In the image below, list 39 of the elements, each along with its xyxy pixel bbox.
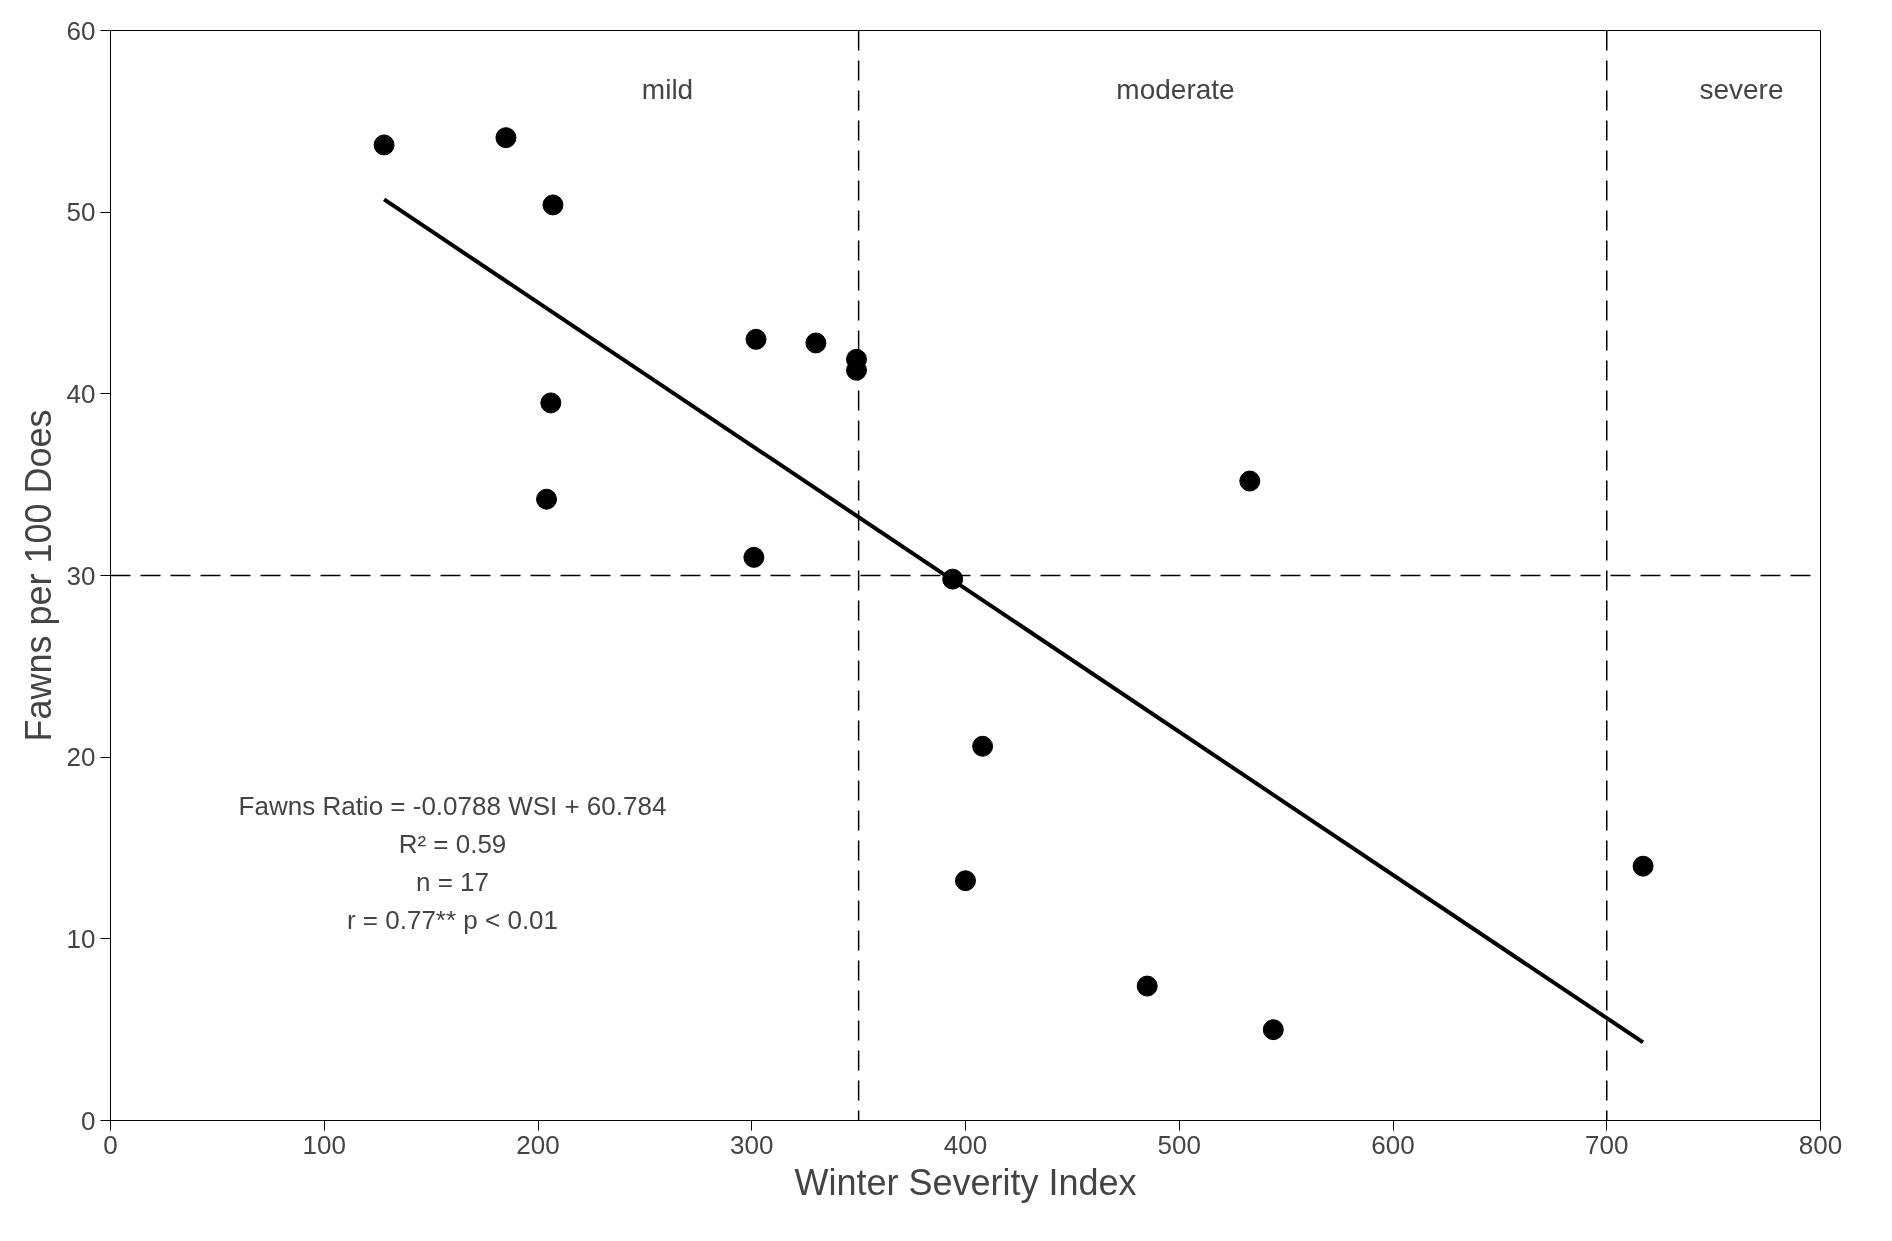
x-tick-label: 600 bbox=[1371, 1129, 1415, 1160]
point bbox=[805, 332, 827, 354]
x-tick-label: 0 bbox=[103, 1129, 118, 1160]
x-tick-label: 100 bbox=[302, 1129, 346, 1160]
point bbox=[495, 127, 517, 149]
annotation: n = 17 bbox=[415, 866, 490, 897]
point bbox=[1262, 1019, 1284, 1041]
y-tick-label: 40 bbox=[66, 378, 96, 409]
x-tick-label: 200 bbox=[516, 1129, 560, 1160]
point bbox=[1239, 470, 1261, 492]
x-tick-label: 800 bbox=[1798, 1129, 1843, 1160]
annotation: Fawns Ratio = -0.0788 WSI + 60.784 bbox=[238, 790, 667, 821]
y-axis-title: Fawns per 100 Does bbox=[17, 409, 59, 742]
point bbox=[1632, 855, 1654, 877]
x-axis-title: Winter Severity Index bbox=[794, 1161, 1137, 1203]
point bbox=[972, 735, 994, 757]
annotation: r = 0.77** p < 0.01 bbox=[346, 904, 559, 935]
point bbox=[542, 194, 564, 216]
annotation: severe bbox=[1699, 74, 1784, 105]
x-tick-label: 300 bbox=[730, 1129, 774, 1160]
y-tick-label: 10 bbox=[66, 923, 96, 954]
x-tick-label: 400 bbox=[943, 1129, 988, 1160]
point bbox=[540, 392, 562, 414]
annotation: R² = 0.59 bbox=[398, 828, 507, 859]
point bbox=[536, 488, 558, 510]
y-tick-label: 60 bbox=[66, 15, 96, 46]
y-tick-label: 20 bbox=[66, 742, 96, 773]
annotation: mild bbox=[641, 74, 694, 105]
annotation: moderate bbox=[1116, 74, 1235, 105]
point bbox=[955, 870, 976, 892]
point bbox=[743, 546, 765, 568]
point bbox=[745, 328, 767, 350]
point bbox=[1136, 975, 1158, 997]
x-tick-label: 700 bbox=[1585, 1129, 1629, 1160]
y-tick-label: 50 bbox=[66, 197, 96, 228]
x-tick-label: 500 bbox=[1157, 1129, 1201, 1160]
point bbox=[373, 134, 395, 156]
y-tick-label: 0 bbox=[81, 1105, 96, 1136]
y-tick-label: 30 bbox=[66, 560, 96, 591]
